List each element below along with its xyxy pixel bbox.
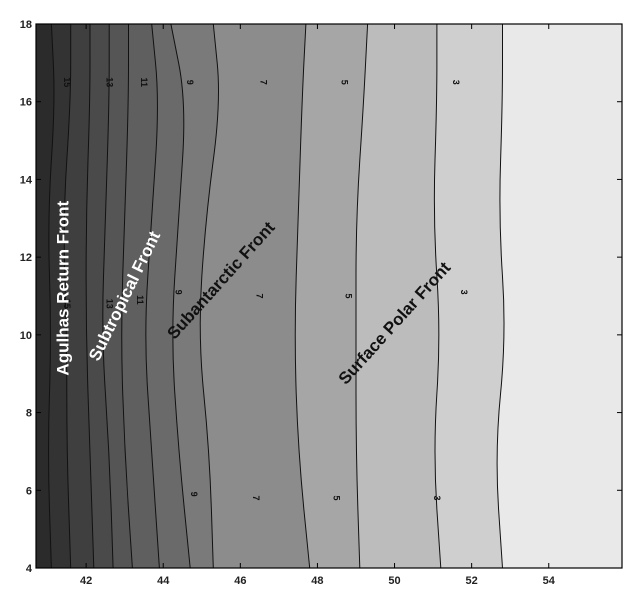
contour-line bbox=[199, 23, 219, 569]
contour-value-label: 5 bbox=[339, 80, 349, 85]
contour-value-label: 9 bbox=[174, 290, 184, 295]
contour-value-label: 3 bbox=[432, 496, 442, 501]
contour-value-label: 11 bbox=[139, 78, 149, 88]
y-tick-label: 6 bbox=[26, 485, 32, 497]
contour-value-label: 9 bbox=[185, 80, 195, 85]
contour-line bbox=[355, 23, 369, 569]
contour-value-label: 11 bbox=[135, 295, 145, 305]
x-tick-label: 42 bbox=[80, 575, 92, 587]
contour-line bbox=[48, 23, 55, 569]
front-annotation: Agulhas Return Front bbox=[53, 201, 72, 376]
contour-line bbox=[496, 23, 505, 569]
contour-value-label: 3 bbox=[451, 80, 461, 85]
contour-value-label: 15 bbox=[62, 77, 72, 87]
contour-value-label: 13 bbox=[104, 299, 114, 309]
contour-value-label: 7 bbox=[258, 80, 268, 85]
y-tick-label: 12 bbox=[20, 252, 32, 264]
contour-value-label: 9 bbox=[189, 492, 199, 497]
x-tick-label: 54 bbox=[543, 575, 556, 587]
contour-value-label: 15 bbox=[62, 299, 72, 309]
contour-line bbox=[433, 23, 442, 569]
plot-frame bbox=[35, 23, 623, 569]
contour-line bbox=[85, 24, 95, 569]
y-tick-label: 18 bbox=[20, 19, 32, 31]
contour-band-fill bbox=[497, 24, 622, 568]
x-tick-label: 46 bbox=[234, 575, 246, 587]
contour-value-label: 5 bbox=[332, 496, 342, 501]
x-tick-label: 50 bbox=[388, 575, 400, 587]
contour-value-label: 5 bbox=[343, 293, 353, 298]
contour-line bbox=[145, 23, 160, 569]
contour-value-label: 7 bbox=[255, 293, 265, 298]
y-tick-label: 8 bbox=[26, 408, 32, 420]
x-tick-label: 52 bbox=[466, 575, 478, 587]
y-tick-label: 4 bbox=[26, 563, 33, 575]
contour-line bbox=[294, 23, 311, 569]
y-tick-label: 10 bbox=[20, 330, 32, 342]
contour-line bbox=[170, 23, 191, 569]
contour-line bbox=[63, 23, 72, 569]
contour-value-label: 13 bbox=[104, 77, 114, 87]
x-tick-label: 44 bbox=[157, 575, 170, 587]
contour-line bbox=[121, 23, 133, 569]
contour-value-label: 7 bbox=[251, 496, 261, 501]
contour-value-label: 3 bbox=[459, 290, 469, 295]
y-tick-label: 16 bbox=[20, 97, 32, 109]
y-tick-label: 14 bbox=[20, 174, 33, 186]
contour-line bbox=[102, 24, 114, 569]
x-tick-label: 48 bbox=[311, 575, 323, 587]
